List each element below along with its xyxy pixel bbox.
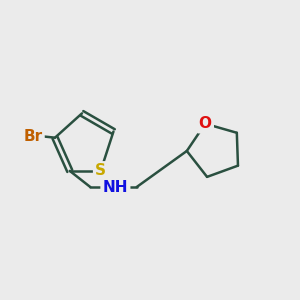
Text: O: O xyxy=(199,116,212,131)
Text: S: S xyxy=(95,164,106,178)
Text: Br: Br xyxy=(23,129,43,144)
Text: NH: NH xyxy=(103,180,128,195)
